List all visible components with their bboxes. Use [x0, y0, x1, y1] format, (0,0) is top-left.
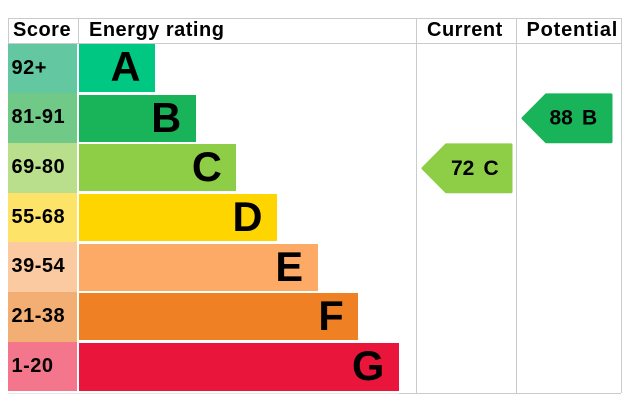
- svg-text:B: B: [582, 106, 597, 129]
- svg-text:88: 88: [550, 106, 574, 129]
- svg-text:C: C: [483, 157, 498, 180]
- svg-text:72: 72: [451, 157, 474, 180]
